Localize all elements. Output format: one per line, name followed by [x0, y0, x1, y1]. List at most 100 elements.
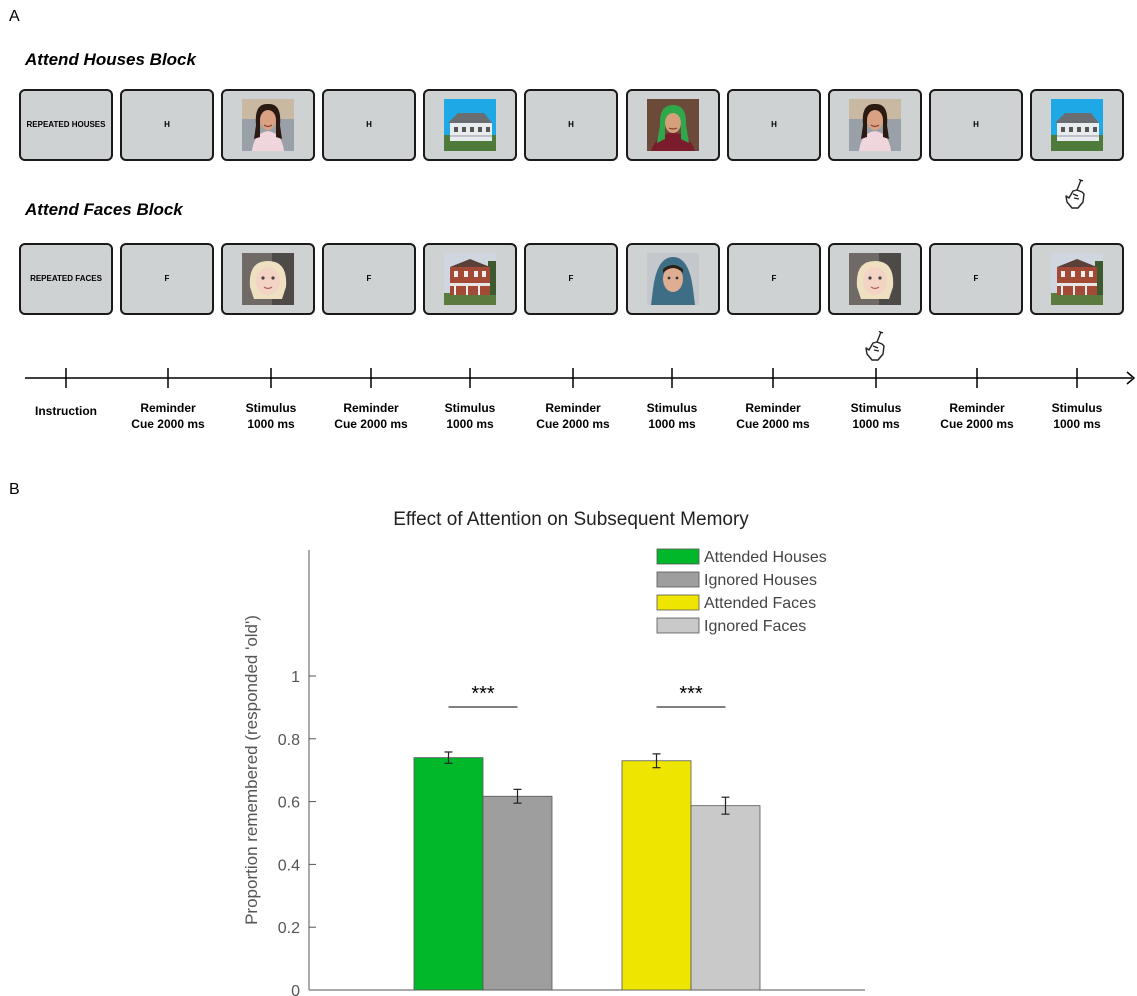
- houses-frame: [626, 89, 720, 161]
- faces-frame: [1030, 243, 1124, 315]
- bar: [690, 805, 761, 991]
- timeline-label: Reminder Cue 2000 ms: [922, 400, 1032, 432]
- bar: [413, 757, 484, 991]
- y-axis-label: Proportion remembered (responded 'old'): [242, 615, 261, 925]
- timeline-label-line2: Cue 2000 ms: [940, 417, 1014, 431]
- timeline-label-line2: 1000 ms: [446, 417, 494, 431]
- face-woman-icon: [242, 99, 294, 151]
- houses-frame-label: REPEATED HOUSES: [26, 120, 106, 129]
- panel-b-label: B: [9, 481, 20, 498]
- faces-frame: F: [929, 243, 1023, 315]
- timeline-label-line2: 1000 ms: [1053, 417, 1101, 431]
- timeline-label-line1: Stimulus: [444, 401, 496, 415]
- faces-frame-label: REPEATED FACES: [30, 274, 102, 283]
- faces-frame: F: [727, 243, 821, 315]
- legend-label: Attended Faces: [704, 595, 816, 612]
- legend-swatch: [656, 594, 700, 611]
- timeline-label-line2: 1000 ms: [648, 417, 696, 431]
- legend-swatch: [656, 617, 700, 634]
- faces-frame-label: F: [164, 274, 170, 283]
- faces-frame: [423, 243, 517, 315]
- timeline-label: Reminder Cue 2000 ms: [718, 400, 828, 432]
- timeline-label-line1: Reminder: [745, 401, 801, 415]
- house-brick-icon: [444, 253, 496, 305]
- faces-frame: F: [120, 243, 214, 315]
- timeline-label: Stimulus 1000 ms: [216, 400, 326, 432]
- timeline-label: Reminder Cue 2000 ms: [518, 400, 628, 432]
- timeline-axis: [0, 366, 1137, 395]
- houses-frame-label: H: [771, 120, 777, 129]
- timeline-label: Stimulus 1000 ms: [617, 400, 727, 432]
- y-tick-label: 0.4: [278, 857, 300, 874]
- memory-bar-chart: Effect of Attention on Subsequent Memory…: [242, 509, 865, 996]
- y-tick-label: 0.8: [278, 732, 300, 749]
- house-white-icon: [1051, 99, 1103, 151]
- timeline-label-line1: Stimulus: [850, 401, 902, 415]
- houses-frame-label: H: [366, 120, 372, 129]
- faces-frame-label: F: [771, 274, 777, 283]
- significance-label: ***: [471, 683, 495, 705]
- timeline-label-line1: Instruction: [35, 404, 97, 418]
- faces-frame: [626, 243, 720, 315]
- timeline-label-line2: Cue 2000 ms: [536, 417, 610, 431]
- houses-frame: H: [322, 89, 416, 161]
- legend-label: Attended Houses: [704, 549, 827, 566]
- timeline-label: Stimulus 1000 ms: [821, 400, 931, 432]
- timeline-label: Reminder Cue 2000 ms: [316, 400, 426, 432]
- timeline-label: Instruction: [11, 403, 121, 419]
- chart-title: Effect of Attention on Subsequent Memory: [393, 509, 749, 530]
- timeline-label-line2: Cue 2000 ms: [334, 417, 408, 431]
- y-tick-label: 0.2: [278, 920, 300, 937]
- timeline-label: Stimulus 1000 ms: [415, 400, 525, 432]
- faces-frame: [828, 243, 922, 315]
- faces-response-pointing-hand-icon: [863, 330, 889, 369]
- houses-frame: [828, 89, 922, 161]
- houses-frame: [1030, 89, 1124, 161]
- legend-swatch: [656, 548, 700, 565]
- faces-block-title: Attend Faces Block: [25, 200, 183, 219]
- y-tick-label: 0.6: [278, 795, 300, 812]
- houses-frame-label: H: [973, 120, 979, 129]
- houses-frame: REPEATED HOUSES: [19, 89, 113, 161]
- timeline-label-line2: 1000 ms: [247, 417, 295, 431]
- faces-frame: [221, 243, 315, 315]
- houses-frame: [423, 89, 517, 161]
- timeline-label-line1: Stimulus: [1051, 401, 1103, 415]
- timeline-label-line1: Stimulus: [245, 401, 297, 415]
- faces-frame-label: F: [366, 274, 372, 283]
- significance-label: ***: [679, 683, 703, 705]
- bar: [482, 795, 553, 991]
- y-tick-label: 0: [291, 983, 300, 996]
- houses-frame: H: [120, 89, 214, 161]
- legend-swatch: [656, 571, 700, 588]
- timeline-label-line2: Cue 2000 ms: [736, 417, 810, 431]
- timeline-label-line1: Reminder: [343, 401, 399, 415]
- faces-frame: F: [524, 243, 618, 315]
- faces-frame-label: F: [973, 274, 979, 283]
- houses-frame-label: H: [568, 120, 574, 129]
- houses-frame: H: [929, 89, 1023, 161]
- faces-frame: F: [322, 243, 416, 315]
- timeline-label: Stimulus 1000 ms: [1022, 400, 1132, 432]
- y-tick-label: 1: [291, 669, 300, 686]
- houses-frame: [221, 89, 315, 161]
- timeline-label-line1: Reminder: [949, 401, 1005, 415]
- face-child-icon: [849, 253, 901, 305]
- timeline-label-line2: Cue 2000 ms: [131, 417, 205, 431]
- timeline-label-line1: Reminder: [545, 401, 601, 415]
- houses-frame-label: H: [164, 120, 170, 129]
- legend-label: Ignored Faces: [704, 618, 806, 635]
- timeline-label-line1: Stimulus: [646, 401, 698, 415]
- houses-response-pointing-hand-icon: [1063, 178, 1089, 217]
- panel-a-label: A: [9, 8, 20, 25]
- houses-block-title: Attend Houses Block: [25, 50, 196, 69]
- face-child-icon: [242, 253, 294, 305]
- timeline-label-line2: 1000 ms: [852, 417, 900, 431]
- faces-frame: REPEATED FACES: [19, 243, 113, 315]
- houses-frame: H: [727, 89, 821, 161]
- face-old-woman-icon: [647, 99, 699, 151]
- timeline-label-line1: Reminder: [140, 401, 196, 415]
- face-woman-icon: [849, 99, 901, 151]
- timeline-label: Reminder Cue 2000 ms: [113, 400, 223, 432]
- legend-label: Ignored Houses: [704, 572, 817, 589]
